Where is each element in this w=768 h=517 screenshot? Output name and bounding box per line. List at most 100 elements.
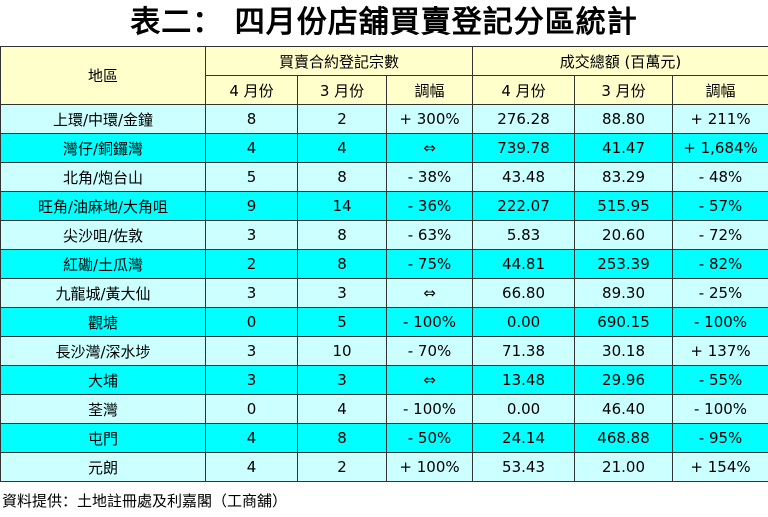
region-cell: 旺角/油麻地/大角咀 <box>0 191 206 221</box>
value-cell: 14 <box>297 191 387 221</box>
value-cell: 21.00 <box>574 452 674 482</box>
table-row: 尖沙咀/佐敦 3 8- 63% 5.83 20.60- 72% <box>0 220 768 250</box>
value-cell: 0.00 <box>472 307 576 337</box>
value-cell: + 137% <box>672 336 768 366</box>
table-row: 元朗 4 2 + 100% 53.43 21.00 + 154% <box>0 452 768 482</box>
header-row: 4 月份 3 月份 調幅 4 月份 3 月份 調幅 <box>1 75 768 105</box>
region-cell: 屯門 <box>0 423 206 453</box>
value-cell: 4 <box>205 133 298 163</box>
value-cell: - 50% <box>385 423 474 453</box>
table-row: 長沙灣/深水埗 3 10- 70% 71.38 30.18 + 137% <box>0 336 768 366</box>
table-row: 旺角/油麻地/大角咀 9 14- 36% 222.07 515.95- 57% <box>0 191 768 221</box>
value-cell: - 75% <box>385 249 474 279</box>
table-row: 灣仔/銅鑼灣 4 4 ⇔ 739.78 41.47 + 1,684% <box>0 133 768 163</box>
region-cell: 九龍城/黃大仙 <box>0 278 206 308</box>
value-cell: 739.78 <box>472 133 576 163</box>
header-cell: 成交總額 (百萬元) <box>472 46 768 76</box>
header-cell: 4 月份 <box>472 75 576 105</box>
value-cell: 43.48 <box>472 162 576 192</box>
value-cell: - 100% <box>672 307 768 337</box>
value-cell: 66.80 <box>472 278 576 308</box>
value-cell: 30.18 <box>574 336 674 366</box>
table-row: 荃灣 0 4- 100% 0.00 46.40- 100% <box>0 394 768 424</box>
value-cell: - 25% <box>672 278 768 308</box>
value-cell: 3 <box>205 365 298 395</box>
header-cell: 3 月份 <box>574 75 674 105</box>
table-row: 紅磡/土瓜灣 2 8- 75% 44.81 253.39- 82% <box>0 249 768 279</box>
region-cell: 大埔 <box>0 365 206 395</box>
region-cell: 紅磡/土瓜灣 <box>0 249 206 279</box>
value-cell: 20.60 <box>574 220 674 250</box>
value-cell: 0 <box>205 307 298 337</box>
value-cell: - 100% <box>385 394 474 424</box>
header-cell: 4 月份 <box>205 75 298 105</box>
value-cell: 2 <box>205 249 298 279</box>
value-cell: 4 <box>205 452 298 482</box>
value-cell: 46.40 <box>574 394 674 424</box>
value-cell: - 57% <box>672 191 768 221</box>
region-cell: 長沙灣/深水埗 <box>0 336 206 366</box>
value-cell: - 63% <box>385 220 474 250</box>
value-cell: 253.39 <box>574 249 674 279</box>
value-cell: 5 <box>297 307 387 337</box>
value-cell: 4 <box>205 423 298 453</box>
value-cell: - 70% <box>385 336 474 366</box>
value-cell: 41.47 <box>574 133 674 163</box>
value-cell: 89.30 <box>574 278 674 308</box>
value-cell: 9 <box>205 191 298 221</box>
value-cell: 24.14 <box>472 423 576 453</box>
value-cell: 8 <box>297 162 387 192</box>
value-cell: - 100% <box>385 307 474 337</box>
header-cell: 3 月份 <box>297 75 387 105</box>
table-row: 九龍城/黃大仙 3 3 ⇔ 66.80 89.30- 25% <box>0 278 768 308</box>
value-cell: 8 <box>297 249 387 279</box>
value-cell: 13.48 <box>472 365 576 395</box>
region-cell: 尖沙咀/佐敦 <box>0 220 206 250</box>
value-cell: ⇔ <box>385 133 474 163</box>
data-table: 地區 買賣合約登記宗數 成交總額 (百萬元) 4 月份 3 月份 調幅 4 月份 3 月… <box>0 46 768 482</box>
region-cell: 觀塘 <box>0 307 206 337</box>
value-cell: + 100% <box>385 452 474 482</box>
value-cell: - 82% <box>672 249 768 279</box>
value-cell: 0.00 <box>472 394 576 424</box>
header-cell: 地區 <box>0 46 206 105</box>
value-cell: 44.81 <box>472 249 576 279</box>
header-cell: 買賣合約登記宗數 <box>204 46 474 76</box>
value-cell: 2 <box>297 452 387 482</box>
value-cell: 5 <box>205 162 298 192</box>
value-cell: 10 <box>297 336 387 366</box>
table-row: 上環/中環/金鐘 8 2 + 300% 276.28 88.80 + 211% <box>0 104 768 134</box>
value-cell: 5.83 <box>472 220 576 250</box>
value-cell: + 1,684% <box>672 133 768 163</box>
header-row: 地區 買賣合約登記宗數 成交總額 (百萬元) <box>0 46 768 105</box>
value-cell: 515.95 <box>574 191 674 221</box>
value-cell: + 154% <box>672 452 768 482</box>
region-cell: 灣仔/銅鑼灣 <box>0 133 206 163</box>
value-cell: 29.96 <box>574 365 674 395</box>
value-cell: 4 <box>297 394 387 424</box>
header-cell: 調幅 <box>672 75 768 105</box>
header-cell: 調幅 <box>385 75 474 105</box>
value-cell: 222.07 <box>472 191 576 221</box>
region-cell: 北角/炮台山 <box>0 162 206 192</box>
value-cell: 2 <box>297 104 387 134</box>
value-cell: 276.28 <box>472 104 576 134</box>
table-row: 屯門 4 8- 50% 24.14 468.88- 95% <box>0 423 768 453</box>
source-note: 資料提供：土地註冊處及利嘉閣（工商舖） <box>2 492 288 510</box>
value-cell: 0 <box>205 394 298 424</box>
value-cell: - 72% <box>672 220 768 250</box>
value-cell: 690.15 <box>574 307 674 337</box>
table-row: 北角/炮台山 5 8- 38% 43.48 83.29- 48% <box>0 162 768 192</box>
value-cell: 71.38 <box>472 336 576 366</box>
value-cell: - 36% <box>385 191 474 221</box>
value-cell: - 48% <box>672 162 768 192</box>
value-cell: 3 <box>297 278 387 308</box>
table-row: 大埔 3 3 ⇔ 13.48 29.96- 55% <box>0 365 768 395</box>
value-cell: - 38% <box>385 162 474 192</box>
value-cell: ⇔ <box>385 365 474 395</box>
value-cell: 468.88 <box>574 423 674 453</box>
value-cell: ⇔ <box>385 278 474 308</box>
value-cell: + 300% <box>385 104 474 134</box>
region-cell: 元朗 <box>0 452 206 482</box>
